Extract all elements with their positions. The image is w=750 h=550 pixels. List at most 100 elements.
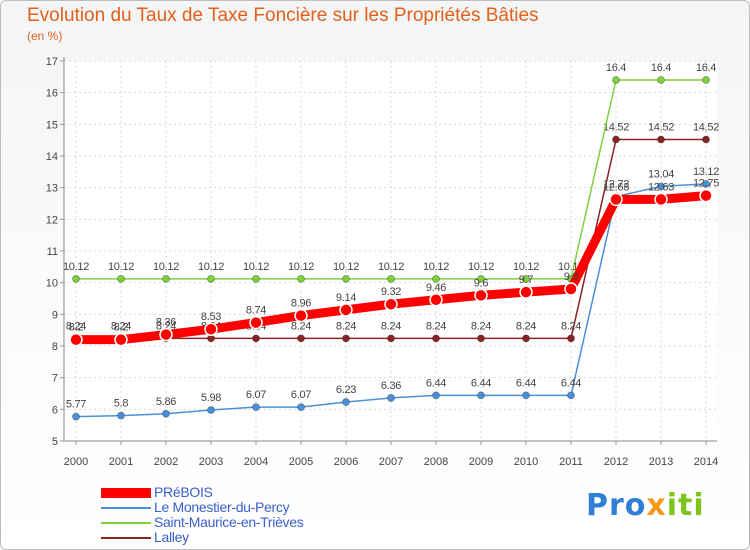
data-label-saint-maurice-en-trieves: 16.4 bbox=[651, 62, 671, 74]
x-tick-label: 2004 bbox=[244, 456, 268, 468]
legend-label-le-monestier-du-percy: Le Monestier-du-Percy bbox=[154, 499, 290, 515]
data-point-prebois bbox=[429, 293, 443, 307]
data-point-prebois bbox=[294, 308, 308, 323]
data-point-prebois bbox=[339, 303, 353, 317]
data-label-saint-maurice-en-trieves: 16.4 bbox=[606, 62, 626, 74]
data-point-le-monestier-du-percy bbox=[297, 403, 305, 412]
data-point-le-monestier-du-percy bbox=[522, 391, 530, 400]
x-tick-label: 2008 bbox=[424, 456, 448, 468]
data-label-saint-maurice-en-trieves: 10.12 bbox=[108, 261, 134, 273]
data-point-prebois bbox=[474, 288, 488, 303]
data-point-prebois bbox=[699, 188, 713, 203]
data-label-le-monestier-du-percy: 5.98 bbox=[201, 392, 221, 404]
x-tick-label: 2003 bbox=[199, 456, 223, 468]
data-label-saint-maurice-en-trieves: 16.4 bbox=[696, 62, 716, 74]
data-point-prebois bbox=[384, 297, 398, 311]
legend-label-saint-maurice-en-trieves: Saint-Maurice-en-Trièves bbox=[154, 514, 304, 530]
legend-item-lalley: Lalley bbox=[101, 529, 421, 546]
data-point-saint-maurice-en-trieves bbox=[657, 76, 665, 84]
data-label-prebois: 8.2 bbox=[114, 322, 129, 334]
data-point-saint-maurice-en-trieves bbox=[477, 274, 485, 283]
y-tick-label: 10 bbox=[46, 278, 58, 290]
data-label-le-monestier-du-percy: 5.8 bbox=[114, 398, 129, 410]
data-label-saint-maurice-en-trieves: 10.12 bbox=[198, 261, 224, 273]
y-tick-label: 15 bbox=[46, 119, 58, 131]
data-label-le-monestier-du-percy: 6.44 bbox=[561, 377, 581, 389]
chart-title: Evolution du Taux de Taxe Foncière sur l… bbox=[27, 5, 539, 26]
data-label-saint-maurice-en-trieves: 10.12 bbox=[468, 261, 494, 273]
data-label-lalley: 8.24 bbox=[66, 320, 86, 332]
data-point-prebois bbox=[204, 322, 218, 336]
data-label-saint-maurice-en-trieves: 10.12 bbox=[63, 261, 89, 273]
data-label-prebois: 8.96 bbox=[291, 298, 311, 310]
data-label-le-monestier-du-percy: 13.12 bbox=[693, 166, 719, 178]
data-point-le-monestier-du-percy bbox=[72, 412, 80, 421]
data-point-lalley bbox=[297, 334, 305, 343]
data-label-lalley: 8.24 bbox=[381, 320, 401, 332]
data-label-saint-maurice-en-trieves: 10.12 bbox=[513, 261, 539, 273]
data-point-le-monestier-du-percy bbox=[117, 411, 125, 420]
data-point-prebois bbox=[159, 327, 173, 342]
x-tick-label: 2014 bbox=[694, 456, 718, 468]
data-label-prebois: 9.46 bbox=[426, 282, 446, 294]
data-point-lalley bbox=[522, 334, 530, 343]
data-label-lalley: 8.24 bbox=[426, 320, 446, 332]
data-label-prebois: 12.75 bbox=[693, 178, 719, 190]
data-point-le-monestier-du-percy bbox=[252, 403, 260, 412]
logo-part-2: x bbox=[646, 488, 667, 523]
legend-swatch-le-monestier-du-percy bbox=[101, 507, 151, 509]
y-tick-label: 6 bbox=[52, 404, 58, 416]
data-label-lalley: 8.24 bbox=[291, 320, 311, 332]
data-label-le-monestier-du-percy: 6.36 bbox=[381, 380, 401, 392]
data-point-saint-maurice-en-trieves bbox=[252, 274, 260, 283]
data-point-saint-maurice-en-trieves bbox=[162, 274, 170, 283]
data-label-le-monestier-du-percy: 5.77 bbox=[66, 399, 86, 411]
data-label-saint-maurice-en-trieves: 10.12 bbox=[378, 261, 404, 273]
data-point-le-monestier-du-percy bbox=[477, 391, 485, 400]
x-tick-label: 2010 bbox=[514, 456, 538, 468]
x-tick-label: 2001 bbox=[109, 456, 133, 468]
chart-unit: (en %) bbox=[27, 29, 63, 43]
data-label-lalley: 14.52 bbox=[693, 122, 719, 134]
data-point-lalley bbox=[702, 135, 710, 144]
data-point-lalley bbox=[252, 334, 260, 343]
data-label-le-monestier-du-percy: 6.44 bbox=[516, 377, 536, 389]
data-point-prebois bbox=[519, 285, 533, 299]
data-point-le-monestier-du-percy bbox=[657, 182, 665, 191]
y-tick-label: 5 bbox=[52, 436, 58, 448]
x-tick-label: 2005 bbox=[289, 456, 313, 468]
data-point-saint-maurice-en-trieves bbox=[342, 274, 350, 283]
data-label-lalley: 14.52 bbox=[648, 122, 674, 134]
data-label-prebois: 9.32 bbox=[381, 286, 401, 298]
data-point-saint-maurice-en-trieves bbox=[522, 274, 530, 283]
data-label-prebois: 9.14 bbox=[336, 292, 356, 304]
data-label-prebois: 9.6 bbox=[474, 277, 489, 289]
data-point-prebois bbox=[564, 282, 578, 296]
data-point-le-monestier-du-percy bbox=[207, 406, 215, 414]
y-tick-label: 17 bbox=[46, 56, 58, 68]
data-label-prebois: 8.74 bbox=[246, 305, 266, 317]
data-point-lalley bbox=[657, 135, 665, 144]
data-point-lalley bbox=[477, 334, 485, 343]
data-label-prebois: 9.7 bbox=[519, 274, 534, 286]
data-label-lalley: 8.24 bbox=[471, 320, 491, 332]
series-prebois: 8.2 8.2 8.36 8.53 8.74 8.96 9.14 9.32 9.46 9.6 9.7… bbox=[69, 178, 719, 347]
data-label-saint-maurice-en-trieves: 10.12 bbox=[153, 261, 179, 273]
data-point-lalley bbox=[612, 135, 620, 144]
data-label-prebois: 8.36 bbox=[156, 317, 176, 329]
legend-item-le-monestier-du-percy: Le Monestier-du-Percy bbox=[101, 499, 421, 516]
data-point-lalley bbox=[342, 334, 350, 343]
y-tick-label: 7 bbox=[52, 373, 58, 385]
data-label-saint-maurice-en-trieves: 10.12 bbox=[243, 261, 269, 273]
y-tick-label: 9 bbox=[52, 309, 58, 321]
data-point-lalley bbox=[387, 334, 395, 343]
data-label-saint-maurice-en-trieves: 10.12 bbox=[333, 261, 359, 273]
logo-part-3: iti bbox=[666, 488, 705, 523]
x-tick-label: 2000 bbox=[64, 456, 88, 468]
series-saint-maurice-en-trieves: 10.12 10.12 10.12 10.12 10.12 10.12 10.12 10.12… bbox=[63, 62, 717, 283]
x-tick-label: 2007 bbox=[379, 456, 403, 468]
data-label-saint-maurice-en-trieves: 10.12 bbox=[288, 261, 314, 273]
legend-item-prebois: PRéBOIS bbox=[101, 484, 421, 501]
